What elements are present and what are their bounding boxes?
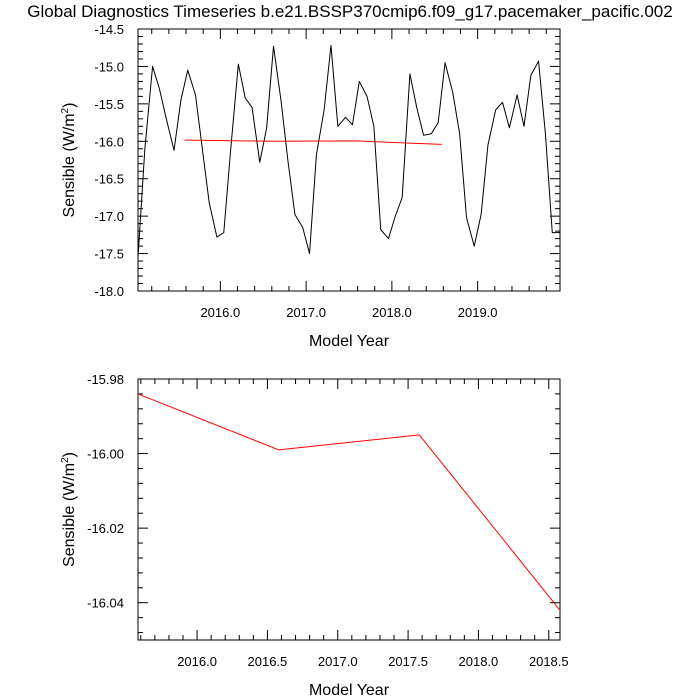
chart-panel-2: 2016.0 2016.5 2017.0 2017.5 2018.0 2018.5 -15.… (60, 372, 569, 699)
y-tick-label: -18.0 (94, 284, 124, 299)
y-tick-label: -15.0 (94, 59, 124, 74)
x-tick-label: 2016.5 (248, 654, 288, 669)
y-tick-label: -16.5 (94, 172, 124, 187)
y-axis-title: Sensible (W/m2) (60, 452, 78, 567)
x-tick-label: 2016.0 (200, 305, 240, 320)
x-tick-label: 2019.0 (458, 305, 498, 320)
y-axis-title: Sensible (W/m2) (60, 103, 78, 218)
y-tick-label: -16.04 (87, 596, 124, 611)
plot-frame (137, 378, 561, 641)
x-tick-label: 2018.5 (529, 654, 569, 669)
y-tick-label: -16.00 (87, 447, 124, 462)
figure-title: Global Diagnostics Timeseries b.e21.BSSP… (27, 2, 673, 21)
series-line-1 (137, 393, 561, 611)
y-tick-label: -15.98 (87, 372, 124, 387)
series-line-2 (184, 139, 442, 145)
x-tick-label: 2017.5 (388, 654, 428, 669)
y-tick-label: -14.5 (94, 22, 124, 37)
x-tick-label: 2017.0 (286, 305, 326, 320)
x-tick-label: 2018.0 (459, 654, 499, 669)
y-tick-label: -15.5 (94, 97, 124, 112)
x-tick-label: 2016.0 (177, 654, 217, 669)
y-tick-label: -17.0 (94, 209, 124, 224)
x-axis-title: Model Year (309, 333, 390, 350)
y-tick-label: -16.0 (94, 134, 124, 149)
y-tick-label: -16.02 (87, 521, 124, 536)
plot-frame (137, 28, 561, 292)
x-tick-label: 2017.0 (318, 654, 358, 669)
y-tick-label: -17.5 (94, 247, 124, 262)
chart-panel-1: 2016.0 2017.0 2018.0 2019.0 -18.0 -17.5 -17.0 -… (60, 22, 561, 350)
x-axis-title: Model Year (309, 682, 390, 699)
x-tick-label: 2018.0 (372, 305, 412, 320)
series-line-1 (137, 44, 560, 258)
